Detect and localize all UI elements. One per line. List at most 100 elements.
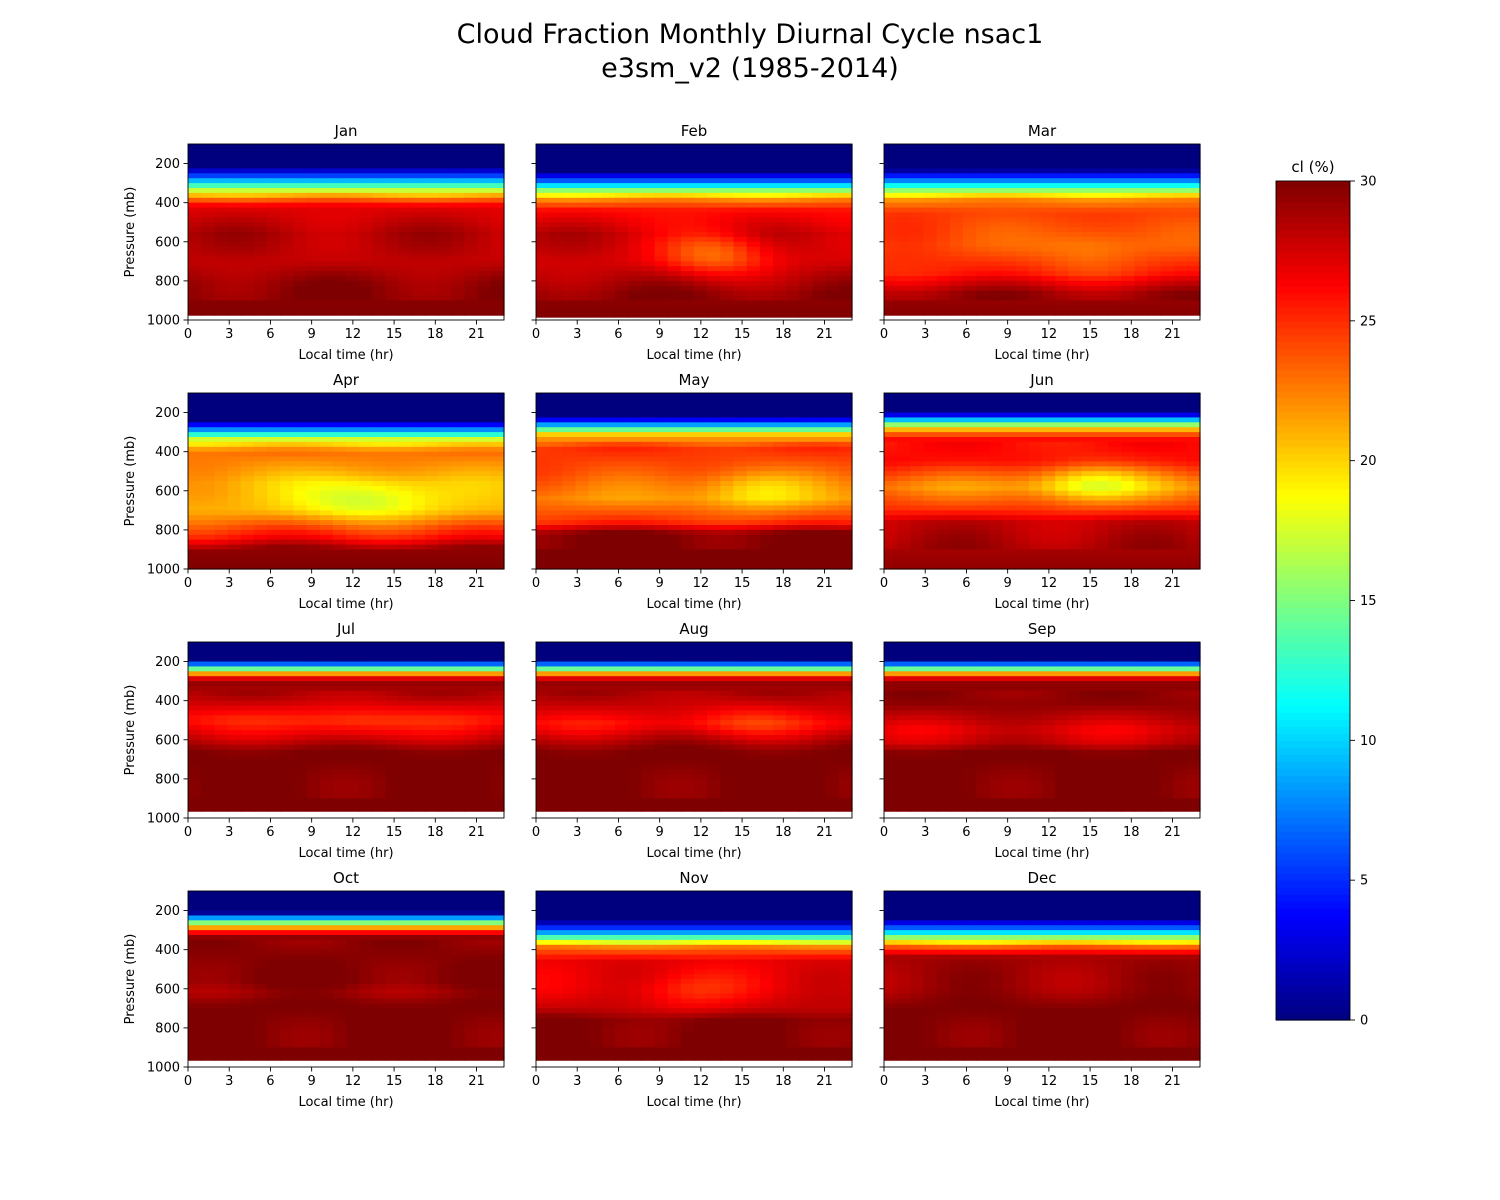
- heatmap-cell: [1160, 153, 1175, 160]
- heatmap-cell: [411, 422, 426, 428]
- heatmap-cell: [588, 207, 603, 214]
- heatmap-cell: [385, 397, 400, 404]
- heatmap-cell: [549, 407, 563, 414]
- heatmap-cell: [319, 490, 334, 497]
- heatmap-cell: [1055, 236, 1069, 243]
- heatmap-cell: [910, 178, 925, 184]
- heatmap-cell: [372, 163, 387, 170]
- heatmap-cell: [976, 451, 990, 458]
- heatmap-cell: [536, 510, 550, 516]
- heatmap-cell: [1068, 173, 1083, 179]
- heatmap-cell: [1186, 441, 1201, 448]
- heatmap-cell: [949, 168, 964, 174]
- heatmap-cell: [306, 437, 321, 443]
- heatmap-cell: [812, 441, 827, 448]
- heatmap-cell: [398, 422, 413, 428]
- heatmap-cell: [398, 481, 413, 487]
- heatmap-cell: [654, 276, 669, 282]
- heatmap-cell: [464, 300, 479, 306]
- heatmap-cell: [1121, 476, 1135, 482]
- heatmap-cell: [438, 534, 452, 541]
- heatmap-cell: [628, 212, 642, 218]
- heatmap-cell: [464, 471, 479, 477]
- heatmap-cell: [694, 397, 708, 404]
- heatmap-cell: [588, 251, 603, 258]
- heatmap-cell: [1002, 183, 1017, 189]
- heatmap-cell: [1107, 212, 1122, 218]
- heatmap-cell: [562, 280, 577, 287]
- heatmap-cell: [720, 222, 735, 228]
- heatmap-cell: [411, 417, 426, 423]
- heatmap-cell: [267, 183, 281, 189]
- heatmap-cell: [746, 525, 761, 531]
- heatmap-cell: [1160, 500, 1175, 507]
- heatmap-cell: [575, 417, 590, 423]
- heatmap-cell: [759, 534, 774, 541]
- heatmap-cell: [425, 539, 439, 546]
- heatmap-cell: [936, 271, 951, 277]
- heatmap-cell: [214, 446, 229, 453]
- heatmap-cell: [240, 310, 255, 316]
- heatmap-cell: [398, 158, 413, 165]
- heatmap-cell: [332, 549, 347, 555]
- heatmap-cell: [812, 549, 827, 555]
- heatmap-cell: [963, 505, 977, 511]
- heatmap-cell: [825, 168, 840, 174]
- heatmap-cell: [1121, 212, 1135, 218]
- heatmap-cell: [910, 251, 925, 258]
- heatmap-cell: [464, 520, 479, 526]
- heatmap-cell: [897, 407, 911, 414]
- heatmap-cell: [641, 158, 656, 165]
- heatmap-cell: [1015, 144, 1030, 150]
- heatmap-cell: [201, 188, 215, 194]
- heatmap-cell: [280, 485, 294, 492]
- heatmap-cell: [1173, 236, 1188, 243]
- heatmap-cell: [451, 168, 466, 174]
- heatmap-cell: [680, 412, 695, 419]
- heatmap-cell: [773, 471, 787, 477]
- heatmap-cell: [694, 310, 708, 316]
- heatmap-cell: [694, 515, 708, 521]
- heatmap-cell: [536, 173, 550, 179]
- heatmap-cell: [733, 564, 748, 570]
- heatmap-cell: [411, 310, 426, 316]
- heatmap-cell: [1094, 437, 1109, 443]
- heatmap-cell: [280, 261, 294, 267]
- heatmap-cell: [227, 427, 242, 433]
- heatmap-cell: [1028, 393, 1043, 399]
- heatmap-cell: [227, 232, 242, 238]
- heatmap-cell: [214, 456, 229, 463]
- heatmap-cell: [641, 515, 656, 521]
- heatmap-cell: [601, 197, 616, 204]
- heatmap-cell: [615, 148, 629, 155]
- heatmap-cell: [1107, 266, 1122, 272]
- heatmap-cell: [694, 505, 708, 511]
- heatmap-cell: [490, 246, 505, 253]
- heatmap-cell: [989, 417, 1004, 423]
- heatmap-cell: [332, 285, 347, 292]
- heatmap-cell: [628, 222, 642, 228]
- heatmap-cell: [451, 422, 466, 428]
- heatmap-cell: [1094, 466, 1109, 472]
- heatmap-cell: [1042, 148, 1056, 155]
- heatmap-cell: [1134, 476, 1148, 482]
- heatmap-cell: [188, 266, 202, 272]
- heatmap-cell: [773, 241, 787, 248]
- heatmap-cell: [253, 539, 268, 546]
- heatmap-cell: [188, 192, 202, 199]
- heatmap-cell: [707, 490, 721, 497]
- heatmap-cell: [253, 310, 268, 316]
- heatmap-cell: [267, 505, 281, 511]
- heatmap-cell: [720, 271, 735, 277]
- heatmap-cell: [1173, 490, 1188, 497]
- heatmap-cell: [188, 300, 202, 306]
- heatmap-cell: [963, 202, 977, 209]
- heatmap-cell: [385, 236, 400, 243]
- heatmap-cell: [1055, 144, 1069, 150]
- heatmap-cell: [398, 466, 413, 472]
- heatmap-cell: [1015, 310, 1030, 316]
- heatmap-cell: [1121, 280, 1135, 287]
- heatmap-cell: [628, 305, 642, 311]
- heatmap-cell: [694, 461, 708, 467]
- heatmap-cell: [680, 310, 695, 316]
